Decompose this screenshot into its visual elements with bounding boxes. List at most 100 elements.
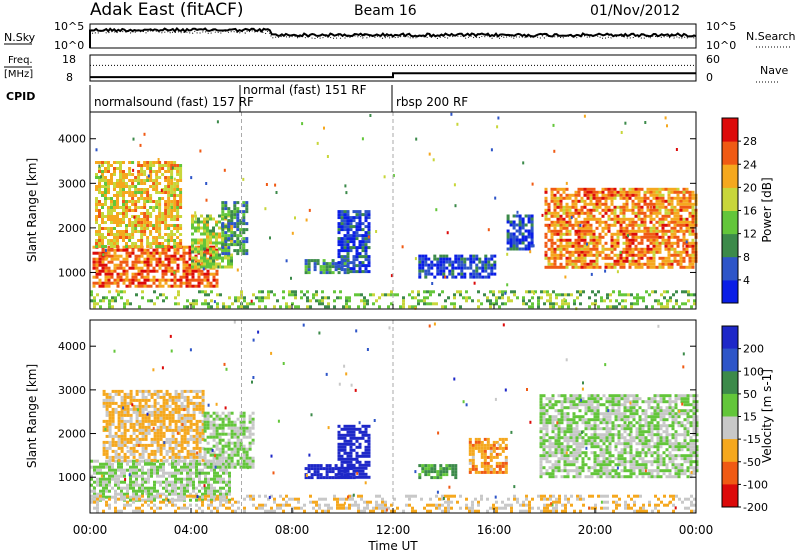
heatmap-cell [484,270,487,273]
heatmap-cell [531,218,534,221]
heatmap-cell [689,224,692,227]
heatmap-cell [172,414,175,417]
heatmap-cell [99,481,102,484]
heatmap-cell [575,209,578,212]
heatmap-cell [193,438,196,441]
heatmap-cell [584,206,587,209]
heatmap-cell [359,255,362,258]
heatmap-cell [219,418,222,421]
heatmap-cell [204,466,207,469]
heatmap-cell [555,293,558,296]
heatmap-cell [590,266,593,269]
heatmap-cell [147,258,150,261]
heatmap-cell [596,260,599,263]
heatmap-cell [264,305,267,308]
heatmap-cell [177,302,180,305]
heatmap-cell [108,472,111,475]
heatmap-cell [341,259,344,262]
heatmap-cell [122,173,125,176]
heatmap-cell [618,290,621,293]
heatmap-cell [359,428,362,431]
heatmap-cell [138,273,141,276]
heatmap-cell [581,209,584,212]
colorbar-tick-label: 20 [743,181,757,194]
heatmap-cell [183,246,186,249]
heatmap-cell [167,179,170,182]
heatmap-cell [106,405,109,408]
heatmap-cell [113,245,116,248]
heatmap-cell [668,194,671,197]
heatmap-cell [630,293,633,296]
heatmap-cell [578,248,581,251]
heatmap-cell [347,219,350,222]
heatmap-cell [344,228,347,231]
heatmap-cell [584,236,587,239]
heatmap-cell [114,252,117,255]
heatmap-cell [108,270,111,273]
heatmap-cell [104,200,107,203]
heatmap-cell [131,161,134,164]
heatmap-cell [671,248,674,251]
heatmap-cell [184,390,187,393]
heatmap-cell [138,305,141,308]
heatmap-cell [207,499,210,502]
heatmap-cell [252,424,255,427]
heatmap-cell [112,414,115,417]
heatmap-cell [344,434,347,437]
heatmap-cell [647,239,650,242]
heatmap-cell [239,249,242,252]
heatmap-cell [608,266,611,269]
heatmap-cell [120,276,123,279]
heatmap-cell [418,270,421,273]
heatmap-cell [279,305,282,308]
heatmap-cell [572,245,575,248]
heatmap-cell [528,233,531,236]
heatmap-cell [504,292,506,295]
heatmap-cell [671,227,674,230]
heatmap-cell [227,237,230,240]
heatmap-cell [665,239,668,242]
heatmap-cell [344,216,347,219]
heatmap-cell [326,268,329,271]
heatmap-cell [329,476,332,479]
heatmap-cell [187,426,190,429]
heatmap-cell [130,441,133,444]
heatmap-cell [217,266,219,269]
heatmap-cell [626,257,629,260]
heatmap-cell [686,251,689,254]
heatmap-cell [204,487,207,490]
heatmap-cell [629,248,632,251]
heatmap-cell [638,251,641,254]
heatmap-cell [142,447,145,450]
heatmap-cell [115,411,118,414]
heatmap-cell [608,230,611,233]
heatmap-cell [113,236,116,239]
heatmap-cell [686,248,689,251]
heatmap-cell [142,423,145,426]
heatmap-cell [596,206,599,209]
heatmap-cell [418,273,421,276]
heatmap-cell [442,470,445,473]
heatmap-cell [189,460,192,463]
heatmap-cell [104,245,107,248]
heatmap-cell [209,251,212,254]
heatmap-cell [611,212,614,215]
heatmap-cell [204,463,207,466]
heatmap-cell [680,197,683,200]
heatmap-cell [178,396,181,399]
heatmap-cell [475,267,478,270]
heatmap-cell [186,270,189,273]
heatmap-cell [135,261,138,264]
heatmap-cell [498,305,501,308]
heatmap-cell [140,197,143,200]
heatmap-cell [135,279,138,282]
heatmap-cell [134,224,137,227]
heatmap-cell [365,425,368,428]
heatmap-cell [689,194,692,197]
heatmap-cell [424,264,427,267]
heatmap-cell [134,245,137,248]
heatmap-cell [338,261,341,264]
heatmap-cell [692,251,695,254]
heatmap-cell [487,261,490,264]
heatmap-cell [641,230,644,233]
